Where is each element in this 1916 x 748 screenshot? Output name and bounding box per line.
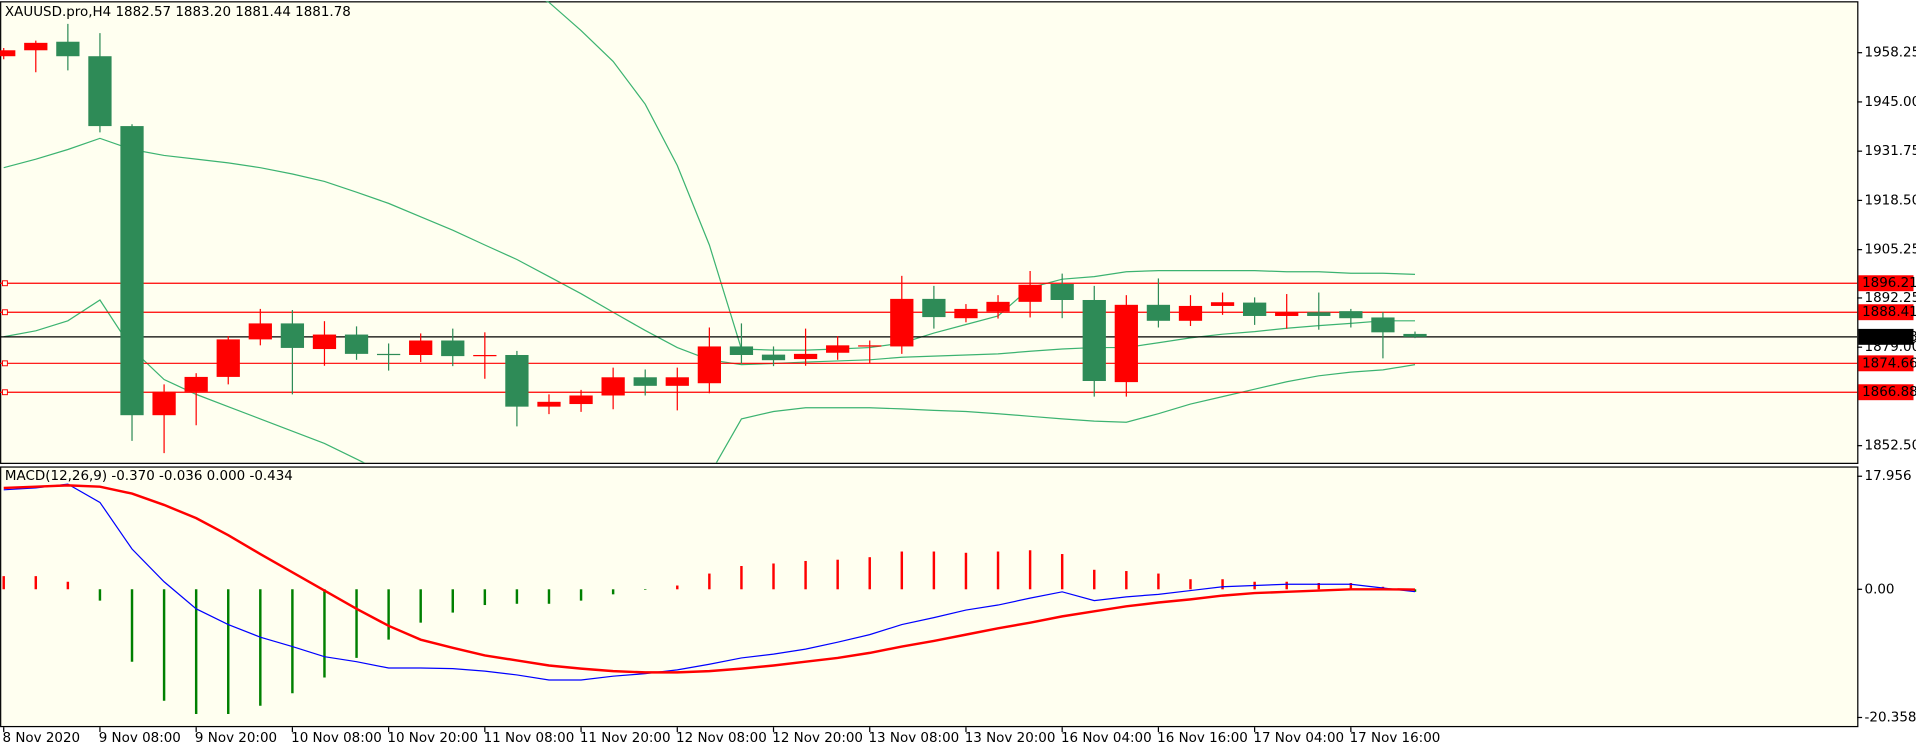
- candle-body: [216, 339, 240, 377]
- x-tick-label: 12 Nov 20:00: [772, 731, 863, 746]
- x-tick-label: 11 Nov 20:00: [580, 731, 671, 746]
- candle-body: [1371, 317, 1395, 333]
- candle-body: [729, 346, 754, 355]
- x-tick-label: 8 Nov 2020: [2, 731, 80, 746]
- candle-body: [344, 334, 369, 354]
- level-label-box: [1858, 304, 1914, 321]
- macd-line: [3, 484, 1416, 674]
- candle-body: [56, 41, 80, 57]
- candle-body: [601, 377, 625, 396]
- x-tick-label: 9 Nov 08:00: [99, 731, 181, 746]
- level-label-box: [1858, 384, 1914, 401]
- candle-body: [24, 42, 48, 51]
- candle-body: [120, 126, 144, 416]
- candle-body: [312, 334, 337, 350]
- x-tick-label: 9 Nov 20:00: [195, 731, 277, 746]
- x-tick-label: 16 Nov 04:00: [1061, 731, 1152, 746]
- last-price-label: 1881.78: [1862, 330, 1916, 345]
- candle-body: [1403, 333, 1427, 337]
- x-tick-label: 12 Nov 08:00: [676, 731, 767, 746]
- level-label: 1896.21: [1862, 276, 1916, 291]
- band-upper: [544, 1, 1416, 351]
- candle-body: [633, 377, 657, 386]
- candle-body: [441, 340, 465, 357]
- axes: 1958.25 1945.00 1931.75 1918.50 1905.25 1892.…: [2, 46, 1916, 746]
- level-label-box: [1858, 275, 1914, 292]
- candle-body: [1210, 302, 1235, 306]
- candle-body: [1242, 302, 1267, 316]
- y-tick-label: 1958.25: [1865, 46, 1916, 61]
- x-tick-label: 17 Nov 16:00: [1350, 731, 1441, 746]
- level-marker: [2, 389, 8, 396]
- macd-line: [3, 483, 1416, 681]
- candle-body: [1178, 305, 1203, 321]
- candle-body: [152, 391, 176, 416]
- candle-body: [1050, 284, 1074, 300]
- macd-plot: [2, 483, 1417, 714]
- candle-body: [986, 301, 1010, 312]
- x-tick-label: 10 Nov 08:00: [291, 731, 382, 746]
- y-tick-label: -20.358: [1865, 710, 1916, 725]
- y-tick-label: 1931.75: [1865, 144, 1916, 159]
- level-label: 1888.41: [1862, 305, 1916, 320]
- y-tick-label: 1852.50: [1865, 439, 1916, 454]
- candle-body: [88, 56, 112, 127]
- candle-body: [0, 50, 16, 57]
- candle-body: [1307, 312, 1331, 316]
- level-label: 1866.88: [1862, 385, 1916, 400]
- chart-title: XAUUSD.pro,H4 1882.57 1883.20 1881.44 18…: [5, 5, 351, 20]
- candle-body: [665, 377, 689, 386]
- candle-body: [922, 298, 946, 318]
- x-tick-label: 11 Nov 08:00: [484, 731, 575, 746]
- candle-body: [473, 354, 497, 357]
- candle-body: [697, 346, 721, 384]
- x-tick-label: 13 Nov 08:00: [869, 731, 960, 746]
- candle-body: [890, 298, 914, 347]
- x-tick-label: 13 Nov 20:00: [965, 731, 1056, 746]
- candle-body: [826, 345, 850, 353]
- candle-body: [1275, 312, 1299, 316]
- candle-body: [1082, 299, 1106, 382]
- last-price-box: [1858, 328, 1914, 345]
- price-panel: [0, 1, 1859, 464]
- x-tick-label: 16 Nov 16:00: [1157, 731, 1248, 746]
- candle-body: [1114, 304, 1138, 383]
- candle-body: [954, 308, 978, 319]
- y-tick-label: 1945.00: [1865, 95, 1916, 110]
- candle-body: [761, 354, 786, 361]
- candle-body: [376, 353, 401, 356]
- level-marker: [2, 280, 8, 287]
- level-label-box: [1858, 355, 1914, 372]
- y-tick-label: 1918.50: [1865, 193, 1916, 208]
- level-label: 1874.66: [1862, 356, 1916, 371]
- candle-body: [793, 353, 818, 360]
- candle-body: [280, 323, 305, 348]
- x-tick-label: 10 Nov 20:00: [387, 731, 478, 746]
- level-marker: [2, 309, 8, 316]
- candle-body: [505, 354, 529, 407]
- y-tick-label: 0.00: [1865, 582, 1895, 597]
- candle-body: [1339, 311, 1363, 319]
- candle-body: [409, 340, 433, 355]
- y-tick-label: 17.956: [1865, 469, 1912, 484]
- candle-body: [537, 401, 561, 407]
- y-tick-label: 1892.25: [1865, 291, 1916, 306]
- band-lower: [3, 299, 1416, 463]
- macd-title: MACD(12,26,9) -0.370 -0.036 0.000 -0.434: [5, 469, 293, 484]
- price-plot: [0, 1, 1858, 463]
- candle-body: [569, 395, 593, 405]
- macd-panel: [0, 466, 1859, 728]
- candle-body: [858, 345, 882, 347]
- y-tick-label: 1905.25: [1865, 243, 1916, 258]
- x-tick-label: 17 Nov 04:00: [1253, 731, 1344, 746]
- candle-body: [184, 376, 208, 392]
- candle-body: [1146, 304, 1171, 321]
- candle-body: [1018, 284, 1042, 302]
- level-marker: [2, 360, 8, 367]
- candle-body: [248, 323, 272, 340]
